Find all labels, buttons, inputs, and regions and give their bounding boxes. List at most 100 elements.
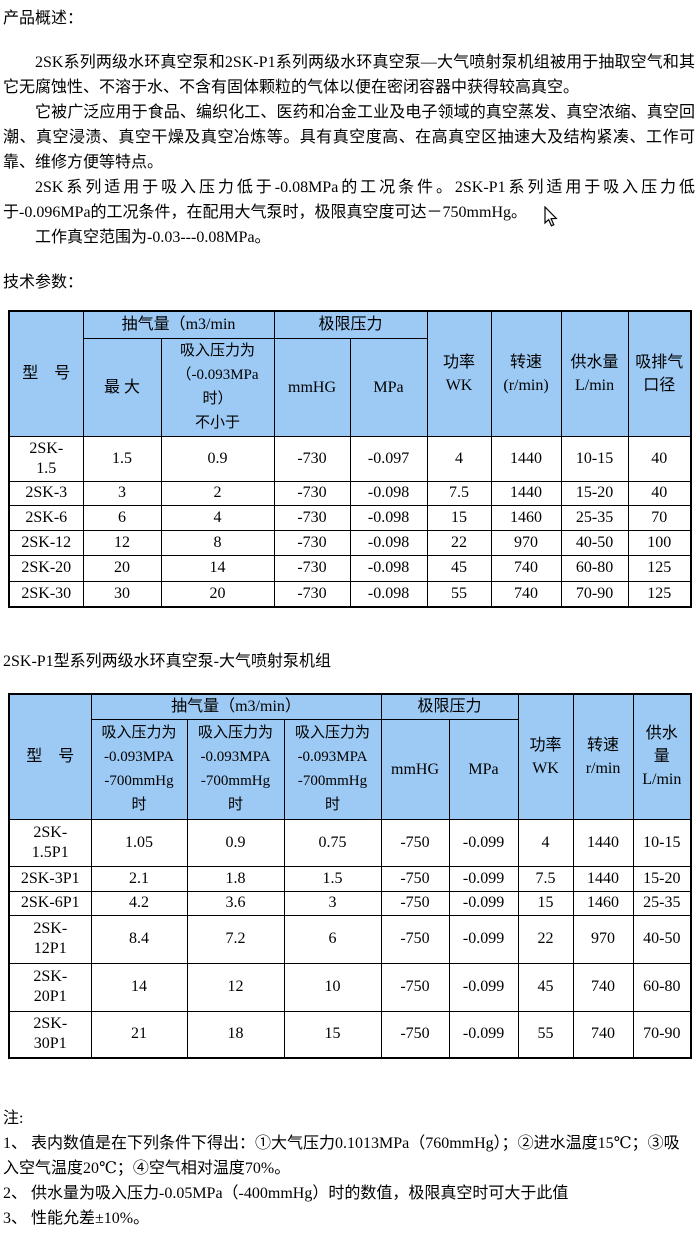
col-header-port-diameter: 吸排气 口径 <box>627 310 692 437</box>
table-cell: 1.8 <box>186 865 285 892</box>
table-cell: 0.75 <box>283 818 382 867</box>
table-cell: 1440 <box>572 865 634 892</box>
table-cell: 70-90 <box>560 580 629 608</box>
cell-model: 2SK- 12P1 <box>8 914 92 964</box>
col-header-suction-pressure-1: 吸入压力为 -0.093MPA -700mmHg 时 <box>90 718 188 820</box>
col-header-mpa: MPa <box>448 718 519 820</box>
col-header-power: 功率 WK <box>426 310 492 437</box>
table-cell: 3 <box>283 890 382 916</box>
overview-heading: 产品概述： <box>3 10 84 27</box>
table-cell: 10 <box>283 962 382 1012</box>
table-cell: 2.1 <box>90 865 188 892</box>
table-cell: 1440 <box>490 435 562 482</box>
table-row: 2SK- 1.5 1.5 0.9 -730 -0.097 4 1440 10-1… <box>8 435 692 482</box>
col-header-model: 型 号 <box>8 693 92 820</box>
col-header-speed: 转速 r/min <box>572 693 634 820</box>
table-cell: 1.5 <box>283 865 382 892</box>
table-cell: 8 <box>160 529 275 556</box>
table-cell: 6 <box>283 914 382 964</box>
table-cell: 15 <box>283 1010 382 1059</box>
table-cell: 125 <box>627 580 692 608</box>
table-cell: 7.5 <box>426 480 492 506</box>
table-cell: 15 <box>517 890 574 916</box>
table-cell: 1.5 <box>82 435 162 482</box>
col-header-speed: 转速 (r/min) <box>490 310 562 437</box>
table-cell: 0.9 <box>186 818 285 867</box>
table-cell: 15-20 <box>560 480 629 506</box>
table-cell: 18 <box>186 1010 285 1059</box>
cell-model: 2SK-6P1 <box>8 890 92 916</box>
table-cell: -0.098 <box>349 529 428 556</box>
table-cell: 60-80 <box>632 962 692 1012</box>
table-cell: 40-50 <box>560 529 629 556</box>
col-header-mpa: MPa <box>349 337 428 437</box>
col-header-suction-pressure: 吸入压力为 （-0.093MPa 时） 不小于 <box>160 337 275 437</box>
table-cell: -0.099 <box>448 1010 519 1059</box>
col-header-water-supply: 供水量 L/min <box>560 310 629 437</box>
table-row: 2SK-6P1 4.2 3.6 3 -750 -0.099 15 1460 25… <box>8 890 692 916</box>
table-row: 2SK-20 20 14 -730 -0.098 45 740 60-80 12… <box>8 554 692 582</box>
col-header-model: 型 号 <box>8 310 84 437</box>
cell-model: 2SK-30 <box>8 580 84 608</box>
table-header-row: 型 号 抽气量（m3/min） 极限压力 功率 WK 转速 r/min 供水 量… <box>8 693 692 820</box>
col-header-pumping-capacity: 抽气量（m3/min） <box>90 693 382 720</box>
table-cell: -0.099 <box>448 865 519 892</box>
table-cell: 4 <box>160 504 275 531</box>
table-cell: 740 <box>490 580 562 608</box>
table-cell: 10-15 <box>560 435 629 482</box>
table-cell: 740 <box>572 962 634 1012</box>
cell-model: 2SK-20 <box>8 554 84 582</box>
table-cell: 970 <box>572 914 634 964</box>
paragraph-applications: 它被广泛应用于食品、编织化工、医药和冶金工业及电子领域的真空蒸发、真空浓缩、真空… <box>3 104 695 171</box>
table-header-row: 最 大 吸入压力为 （-0.093MPa 时） 不小于 mmHG MPa <box>9 337 691 437</box>
table-cell: 60-80 <box>560 554 629 582</box>
table-cell: 125 <box>627 554 692 582</box>
table-cell: -0.098 <box>349 480 428 506</box>
table-cell: 6 <box>82 504 162 531</box>
table-cell: -750 <box>380 865 450 892</box>
table-cell: 25-35 <box>632 890 692 916</box>
table-cell: 1440 <box>490 480 562 506</box>
table-cell: 14 <box>90 962 188 1012</box>
table-cell: -750 <box>380 962 450 1012</box>
paragraph-working-range: 工作真空范围为-0.03---0.08MPa。 <box>35 229 271 246</box>
2sk-p1-spec-table: 型 号 抽气量（m3/min） 极限压力 功率 WK 转速 r/min 供水 量… <box>8 693 693 1059</box>
table-cell: 740 <box>572 1010 634 1059</box>
overview-paragraphs: 2SK系列两级水环真空泵和2SK-P1系列两级水环真空泵—大气喷射泵机组被用于抽… <box>3 50 695 250</box>
table-cell: 4.2 <box>90 890 188 916</box>
table-cell: -730 <box>273 480 351 506</box>
table-row: 2SK-12 12 8 -730 -0.098 22 970 40-50 100 <box>8 529 692 556</box>
cell-model: 2SK-3 <box>8 480 84 506</box>
table-row: 2SK-30 30 20 -730 -0.098 55 740 70-90 12… <box>8 580 692 608</box>
table-cell: 14 <box>160 554 275 582</box>
col-header-max: 最 大 <box>82 337 162 437</box>
table-cell: 8.4 <box>90 914 188 964</box>
col-header-suction-pressure-2: 吸入压力为 -0.093MPA -700mmHg 时 <box>186 718 285 820</box>
table-cell: -0.098 <box>349 504 428 531</box>
table-cell: -730 <box>273 504 351 531</box>
col-header-limit-pressure: 极限压力 <box>273 310 428 339</box>
table-cell: 20 <box>160 580 275 608</box>
table-cell: -750 <box>380 818 450 867</box>
tech-params-heading: 技术参数： <box>3 274 84 291</box>
table2-title: 2SK-P1型系列两级水环真空泵-大气喷射泵机组 <box>3 653 332 670</box>
table-cell: 1.05 <box>90 818 188 867</box>
table-cell: 70-90 <box>632 1010 692 1059</box>
table-row: 2SK- 12P1 8.4 7.2 6 -750 -0.099 22 970 4… <box>8 914 692 964</box>
table-row: 2SK- 20P1 14 12 10 -750 -0.099 45 740 60… <box>8 962 692 1012</box>
table-cell: -750 <box>380 890 450 916</box>
table-row: 2SK- 30P1 21 18 15 -750 -0.099 55 740 70… <box>8 1010 692 1059</box>
table-cell: 15 <box>426 504 492 531</box>
table-cell: 45 <box>426 554 492 582</box>
table-header-row: 型 号 抽气量（m3/min 极限压力 功率 WK 转速 (r/min) 供水量… <box>8 310 692 437</box>
col-header-pumping-capacity: 抽气量（m3/min <box>82 310 275 339</box>
notes-heading: 注: <box>3 1110 24 1127</box>
table-cell: -750 <box>380 914 450 964</box>
table-cell: 15-20 <box>632 865 692 892</box>
col-header-power: 功率 WK <box>517 693 574 820</box>
table-cell: 30 <box>82 580 162 608</box>
table-row: 2SK-3 3 2 -730 -0.098 7.5 1440 15-20 40 <box>8 480 692 506</box>
table-cell: -0.099 <box>448 890 519 916</box>
table-cell: 20 <box>82 554 162 582</box>
paragraph-intro: 2SK系列两级水环真空泵和2SK-P1系列两级水环真空泵—大气喷射泵机组被用于抽… <box>3 54 695 96</box>
